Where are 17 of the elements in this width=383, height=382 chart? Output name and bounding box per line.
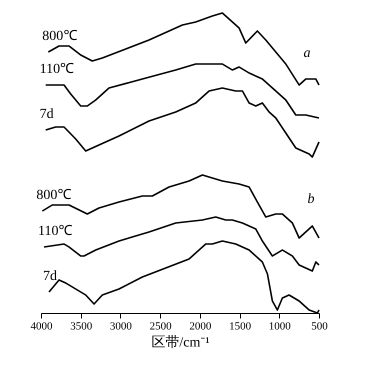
series-label: 800℃ xyxy=(36,188,72,203)
x-tick-label: 1500 xyxy=(229,320,252,332)
x-tick-label: 3000 xyxy=(110,320,132,332)
x-tick-label: 500 xyxy=(311,320,328,332)
annotation: b xyxy=(308,192,314,207)
series-label: 7d xyxy=(43,269,58,284)
x-tick-label: 2500 xyxy=(150,320,172,332)
series-label: 7d xyxy=(40,107,54,122)
annotation: a xyxy=(304,46,310,61)
x-tick-label: 4000 xyxy=(30,320,53,332)
x-tick-label: 3500 xyxy=(70,320,93,332)
x-tick-label: 1000 xyxy=(268,320,292,332)
series-label: 800℃ xyxy=(42,29,78,44)
series-label: 110℃ xyxy=(38,224,73,239)
series-label: 110℃ xyxy=(40,62,74,77)
x-axis-title: 区带/cm⁻¹ xyxy=(151,334,210,350)
x-tick-label: 2000 xyxy=(189,320,212,332)
